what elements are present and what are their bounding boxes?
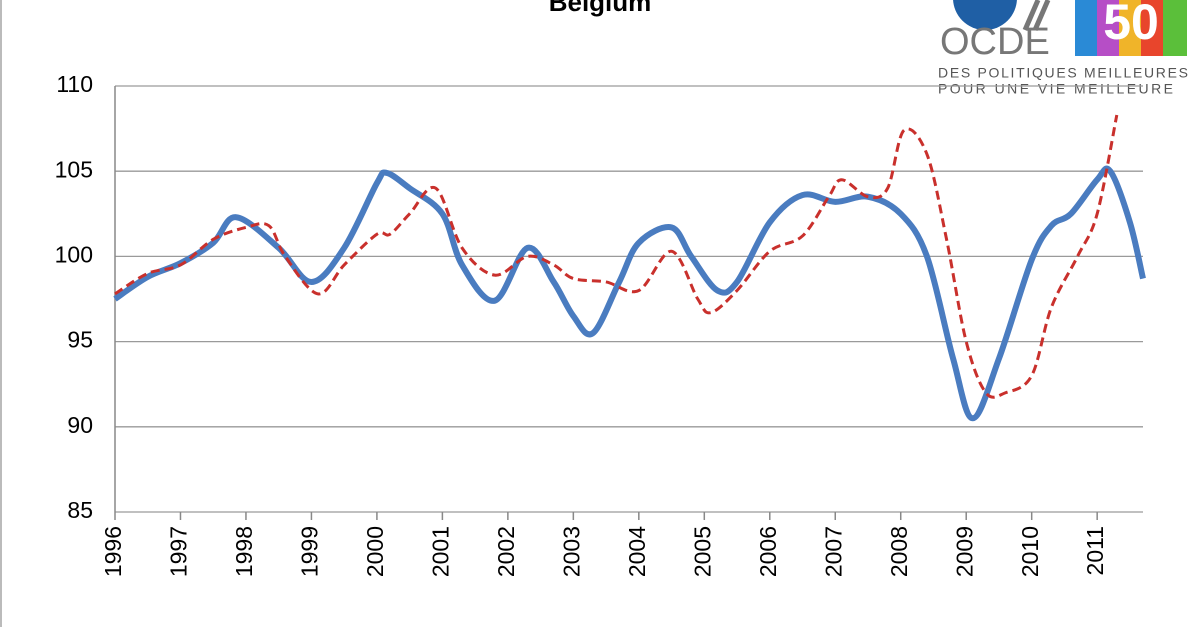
logo: OCDE 50 DES POLITIQUES MEILLEURES POUR U… [938,0,1188,97]
x-tick-label: 2004 [624,526,650,577]
x-tick-label: 1997 [166,526,192,577]
y-tick-label: 95 [67,327,93,353]
y-tick-label: 105 [55,156,93,182]
logo-stripe [1141,0,1163,56]
x-tick-label: 1999 [297,526,323,577]
x-tick-label: 2009 [951,526,977,577]
x-tick-label: 2008 [886,526,912,577]
y-tick-label: 110 [56,71,93,97]
line-series [114,114,1119,399]
x-tick-label: 2002 [493,526,519,577]
x-tick-label: 2001 [427,526,453,577]
logo-stripe [1097,0,1119,56]
logo-slashes [1022,0,1051,31]
y-tick-label: 100 [55,241,93,267]
logo-stripe [1119,0,1141,56]
x-tick-label: 2006 [755,526,781,577]
x-tick-label: 2010 [1017,526,1043,577]
logo-globe [953,0,1017,30]
line-series [113,165,1146,422]
logo-tagline: DES POLITIQUES MEILLEURES [938,65,1188,81]
logo-name: OCDE [940,21,1050,63]
x-tick-label: 2007 [820,526,846,577]
x-tick-label: 2011 [1082,526,1108,575]
x-tick-label: 1998 [231,526,257,577]
y-tick-label: 85 [67,497,93,523]
x-tick-label: 2003 [558,526,584,577]
chart-title: Belgium [549,0,652,17]
y-tick-label: 90 [67,412,93,438]
x-tick-label: 1996 [100,526,126,577]
logo-stripe [1075,0,1097,56]
logo-number: 50 [1103,0,1159,50]
logo-stripe [1163,0,1187,56]
x-tick-label: 2000 [362,526,388,577]
x-tick-label: 2005 [689,526,715,577]
